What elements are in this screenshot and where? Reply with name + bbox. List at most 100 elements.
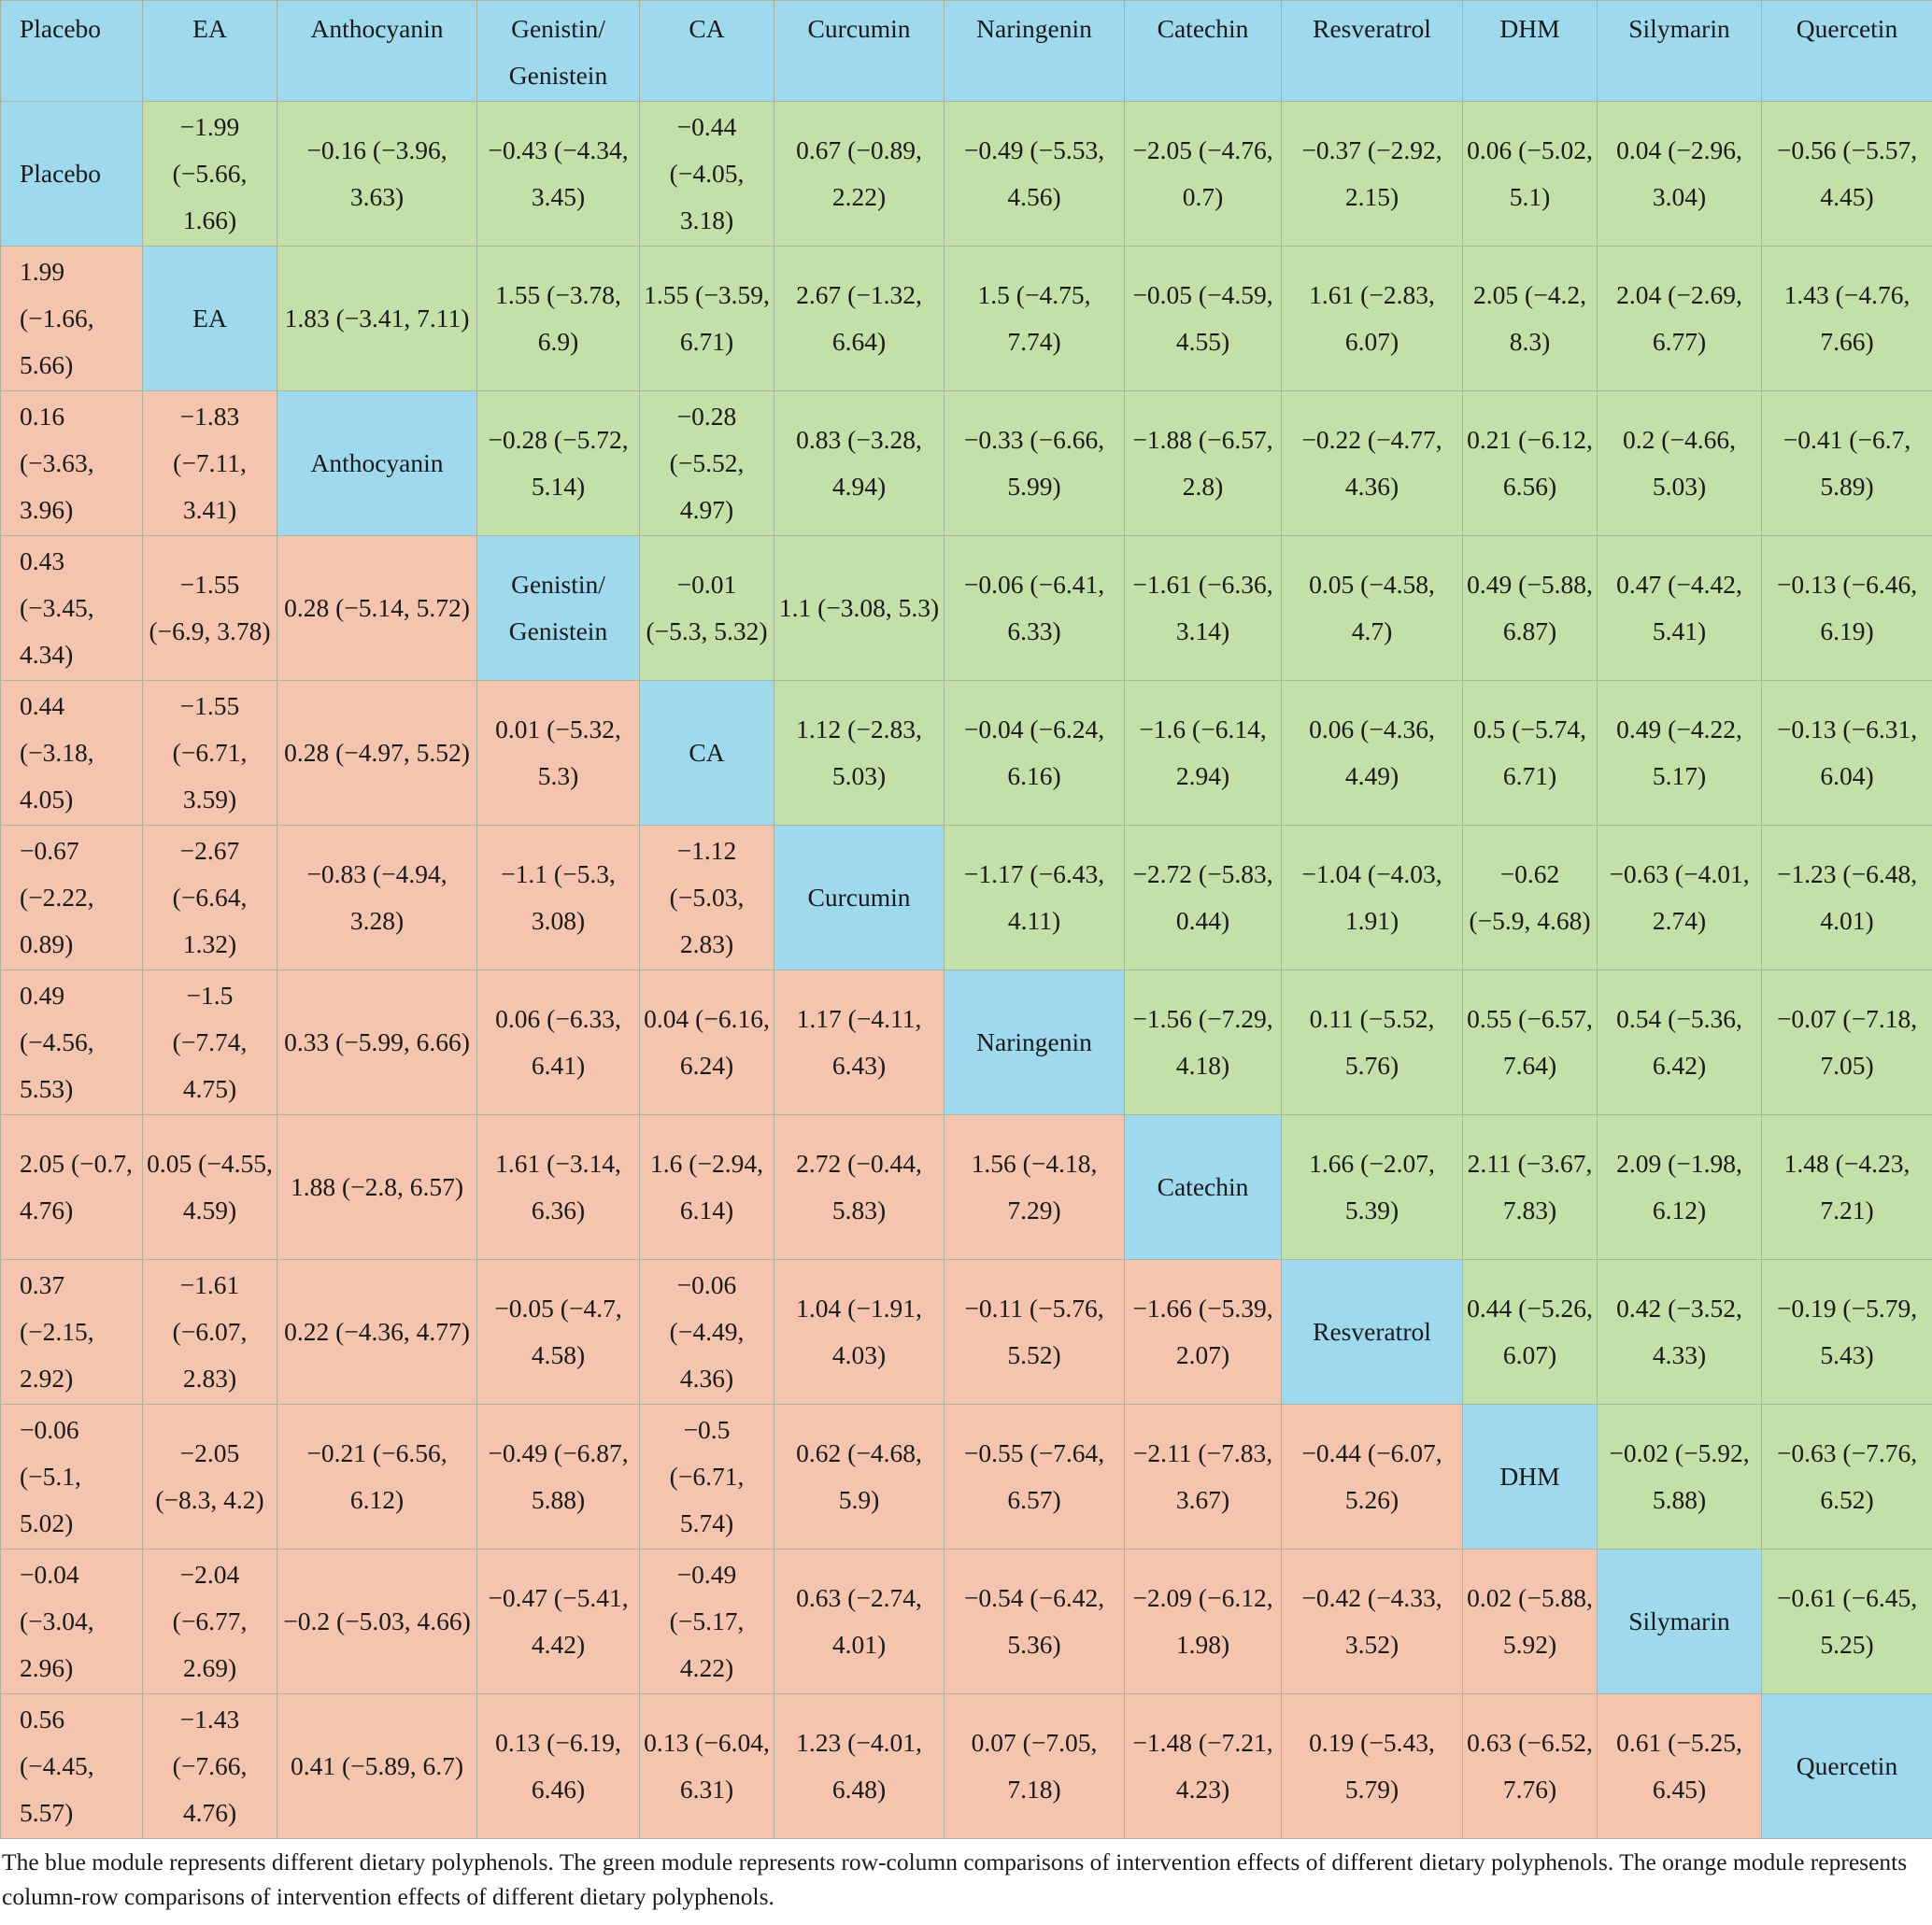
comparison-cell: 0.5 (−5.74, 6.71) (1462, 680, 1598, 826)
table-footnote: The blue module represents different die… (2, 1848, 1908, 1910)
comparison-cell: −1.61 (−6.07, 2.83) (142, 1259, 277, 1405)
column-header: EA (142, 0, 277, 102)
comparison-cell: 0.04 (−6.16, 6.24) (639, 970, 774, 1115)
comparison-cell: −0.63 (−4.01, 2.74) (1597, 825, 1762, 970)
comparison-cell: 0.42 (−3.52, 4.33) (1597, 1259, 1762, 1405)
comparison-cell: −0.49 (−6.87, 5.88) (476, 1404, 640, 1550)
column-header: Silymarin (1597, 0, 1762, 102)
intervention-label-cell: Anthocyanin (277, 390, 477, 536)
comparison-cell: 1.88 (−2.8, 6.57) (277, 1114, 477, 1260)
comparison-cell: 0.49 (−5.88, 6.87) (1462, 535, 1598, 681)
comparison-cell: −0.61 (−6.45, 5.25) (1761, 1549, 1932, 1694)
comparison-cell: 0.61 (−5.25, 6.45) (1597, 1693, 1762, 1839)
comparison-cell: 1.83 (−3.41, 7.11) (277, 246, 477, 391)
comparison-cell: 0.37 (−2.15, 2.92) (0, 1259, 143, 1405)
comparison-cell: −2.05 (−4.76, 0.7) (1124, 101, 1282, 247)
comparison-cell: 0.22 (−4.36, 4.77) (277, 1259, 477, 1405)
comparison-cell: −0.44 (−4.05, 3.18) (639, 101, 774, 247)
header-row: Placebo EA Anthocyanin Genistin/ Genistein C… (0, 0, 1932, 102)
comparison-cell: −1.66 (−5.39, 2.07) (1124, 1259, 1282, 1405)
comparison-cell: 2.05 (−4.2, 8.3) (1462, 246, 1598, 391)
table-row: 0.37 (−2.15, 2.92) −1.61 (−6.07, 2.83) 0.2… (0, 1259, 1932, 1405)
comparison-cell: −2.11 (−7.83, 3.67) (1124, 1404, 1282, 1550)
comparison-cell: −1.55 (−6.9, 3.78) (142, 535, 277, 681)
comparison-cell: 0.11 (−5.52, 5.76) (1281, 970, 1463, 1115)
intervention-label-cell: Curcumin (774, 825, 945, 970)
comparison-cell: 2.09 (−1.98, 6.12) (1597, 1114, 1762, 1260)
comparison-cell: 0.67 (−0.89, 2.22) (774, 101, 945, 247)
comparison-cell: −2.04 (−6.77, 2.69) (142, 1549, 277, 1694)
comparison-cell: −1.1 (−5.3, 3.08) (476, 825, 640, 970)
comparison-cell: −0.56 (−5.57, 4.45) (1761, 101, 1932, 247)
comparison-cell: −0.13 (−6.31, 6.04) (1761, 680, 1932, 826)
column-header: Genistin/ Genistein (476, 0, 640, 102)
comparison-cell: 0.44 (−3.18, 4.05) (0, 680, 143, 826)
comparison-cell: 0.06 (−4.36, 4.49) (1281, 680, 1463, 826)
intervention-label-cell: Silymarin (1597, 1549, 1762, 1694)
intervention-label-cell: Genistin/ Genistein (476, 535, 640, 681)
comparison-cell: 1.12 (−2.83, 5.03) (774, 680, 945, 826)
comparison-cell: 2.72 (−0.44, 5.83) (774, 1114, 945, 1260)
comparison-cell: 0.02 (−5.88, 5.92) (1462, 1549, 1598, 1694)
table-row: 0.16 (−3.63, 3.96) −1.83 (−7.11, 3.41) Ant… (0, 390, 1932, 536)
comparison-cell: 0.07 (−7.05, 7.18) (944, 1693, 1125, 1839)
comparison-cell: 1.99 (−1.66, 5.66) (0, 246, 143, 391)
comparison-cell: −0.04 (−3.04, 2.96) (0, 1549, 143, 1694)
table-row: −0.04 (−3.04, 2.96) −2.04 (−6.77, 2.69) −0… (0, 1549, 1932, 1694)
comparison-cell: 0.43 (−3.45, 4.34) (0, 535, 143, 681)
comparison-cell: −2.09 (−6.12, 1.98) (1124, 1549, 1282, 1694)
comparison-cell: 0.56 (−4.45, 5.57) (0, 1693, 143, 1839)
comparison-cell: −0.44 (−6.07, 5.26) (1281, 1404, 1463, 1550)
comparison-cell: 2.05 (−0.7, 4.76) (0, 1114, 143, 1260)
column-header: Catechin (1124, 0, 1282, 102)
table-row: 1.99 (−1.66, 5.66) EA 1.83 (−3.41, 7.11) 1.… (0, 246, 1932, 391)
comparison-cell: −0.5 (−6.71, 5.74) (639, 1404, 774, 1550)
table-row: 0.43 (−3.45, 4.34) −1.55 (−6.9, 3.78) 0.28… (0, 535, 1932, 681)
intervention-label-cell: Naringenin (944, 970, 1125, 1115)
comparison-cell: −0.55 (−7.64, 6.57) (944, 1404, 1125, 1550)
comparison-cell: −1.6 (−6.14, 2.94) (1124, 680, 1282, 826)
comparison-cell: −0.04 (−6.24, 6.16) (944, 680, 1125, 826)
comparison-cell: 0.01 (−5.32, 5.3) (476, 680, 640, 826)
comparison-cell: −0.2 (−5.03, 4.66) (277, 1549, 477, 1694)
comparison-cell: 0.49 (−4.56, 5.53) (0, 970, 143, 1115)
comparison-cell: 0.21 (−6.12, 6.56) (1462, 390, 1598, 536)
intervention-label-cell: Catechin (1124, 1114, 1282, 1260)
comparison-cell: −0.54 (−6.42, 5.36) (944, 1549, 1125, 1694)
comparison-cell: −2.72 (−5.83, 0.44) (1124, 825, 1282, 970)
comparison-cell: 1.5 (−4.75, 7.74) (944, 246, 1125, 391)
comparison-cell: −1.17 (−6.43, 4.11) (944, 825, 1125, 970)
comparison-cell: −1.23 (−6.48, 4.01) (1761, 825, 1932, 970)
comparison-cell: −1.88 (−6.57, 2.8) (1124, 390, 1282, 536)
comparison-cell: −0.22 (−4.77, 4.36) (1281, 390, 1463, 536)
comparison-cell: −0.02 (−5.92, 5.88) (1597, 1404, 1762, 1550)
comparison-cell: −0.05 (−4.7, 4.58) (476, 1259, 640, 1405)
comparison-cell: 0.41 (−5.89, 6.7) (277, 1693, 477, 1839)
column-header: Resveratrol (1281, 0, 1463, 102)
comparison-cell: 1.55 (−3.59, 6.71) (639, 246, 774, 391)
comparison-cell: −0.63 (−7.76, 6.52) (1761, 1404, 1932, 1550)
comparison-cell: 1.43 (−4.76, 7.66) (1761, 246, 1932, 391)
table-row: 0.44 (−3.18, 4.05) −1.55 (−6.71, 3.59) 0.2… (0, 680, 1932, 826)
comparison-cell: −0.16 (−3.96, 3.63) (277, 101, 477, 247)
column-header: Placebo (0, 0, 143, 102)
comparison-cell: −0.19 (−5.79, 5.43) (1761, 1259, 1932, 1405)
comparison-cell: −0.07 (−7.18, 7.05) (1761, 970, 1932, 1115)
intervention-label-cell: Placebo (0, 101, 143, 247)
comparison-cell: −0.13 (−6.46, 6.19) (1761, 535, 1932, 681)
comparison-cell: −0.49 (−5.53, 4.56) (944, 101, 1125, 247)
table-row: 0.56 (−4.45, 5.57) −1.43 (−7.66, 4.76) 0.4… (0, 1693, 1932, 1839)
league-table: Placebo EA Anthocyanin Genistin/ Genistein C… (0, 0, 1932, 1839)
comparison-cell: −1.43 (−7.66, 4.76) (142, 1693, 277, 1839)
comparison-cell: 2.11 (−3.67, 7.83) (1462, 1114, 1598, 1260)
comparison-cell: 0.13 (−6.19, 6.46) (476, 1693, 640, 1839)
comparison-cell: 0.62 (−4.68, 5.9) (774, 1404, 945, 1550)
comparison-cell: −1.5 (−7.74, 4.75) (142, 970, 277, 1115)
comparison-cell: −1.99 (−5.66, 1.66) (142, 101, 277, 247)
intervention-label-cell: CA (639, 680, 774, 826)
comparison-cell: 1.61 (−3.14, 6.36) (476, 1114, 640, 1260)
comparison-cell: −0.47 (−5.41, 4.42) (476, 1549, 640, 1694)
comparison-cell: 0.2 (−4.66, 5.03) (1597, 390, 1762, 536)
comparison-cell: 0.28 (−5.14, 5.72) (277, 535, 477, 681)
comparison-cell: 0.63 (−2.74, 4.01) (774, 1549, 945, 1694)
